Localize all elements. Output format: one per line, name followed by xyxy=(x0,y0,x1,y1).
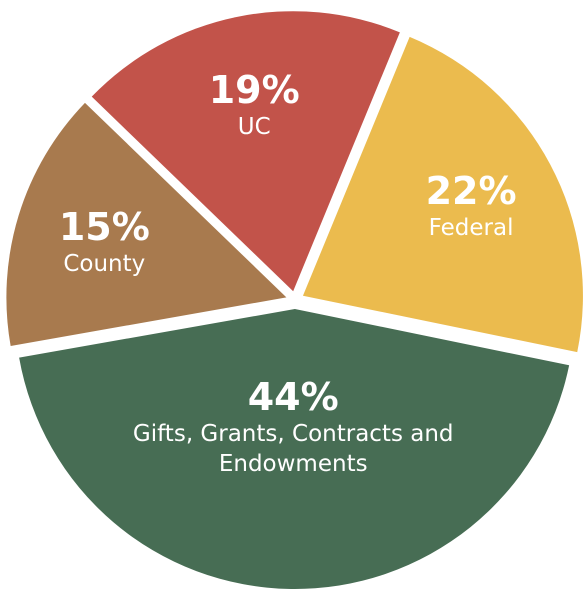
slice-label: 19% UC xyxy=(154,68,354,142)
category-label: UC xyxy=(237,113,271,140)
value-label: 22% xyxy=(425,169,517,214)
category-label: County xyxy=(63,250,146,277)
pie-slice xyxy=(19,308,570,589)
slice-label: 44% Gifts, Grants, Contracts and Endowmen… xyxy=(113,375,473,479)
pie-slice xyxy=(302,36,583,353)
pie-slice xyxy=(6,102,287,346)
value-label: 44% xyxy=(247,374,339,419)
value-label: 19% xyxy=(208,67,300,112)
slice-label: 15% County xyxy=(4,205,204,279)
slice-label: 22% Federal xyxy=(371,169,571,243)
category-label: Gifts, Grants, Contracts and Endowments xyxy=(132,420,454,477)
category-label: Federal xyxy=(428,215,514,242)
value-label: 15% xyxy=(58,204,150,249)
pie-slice xyxy=(91,11,400,292)
